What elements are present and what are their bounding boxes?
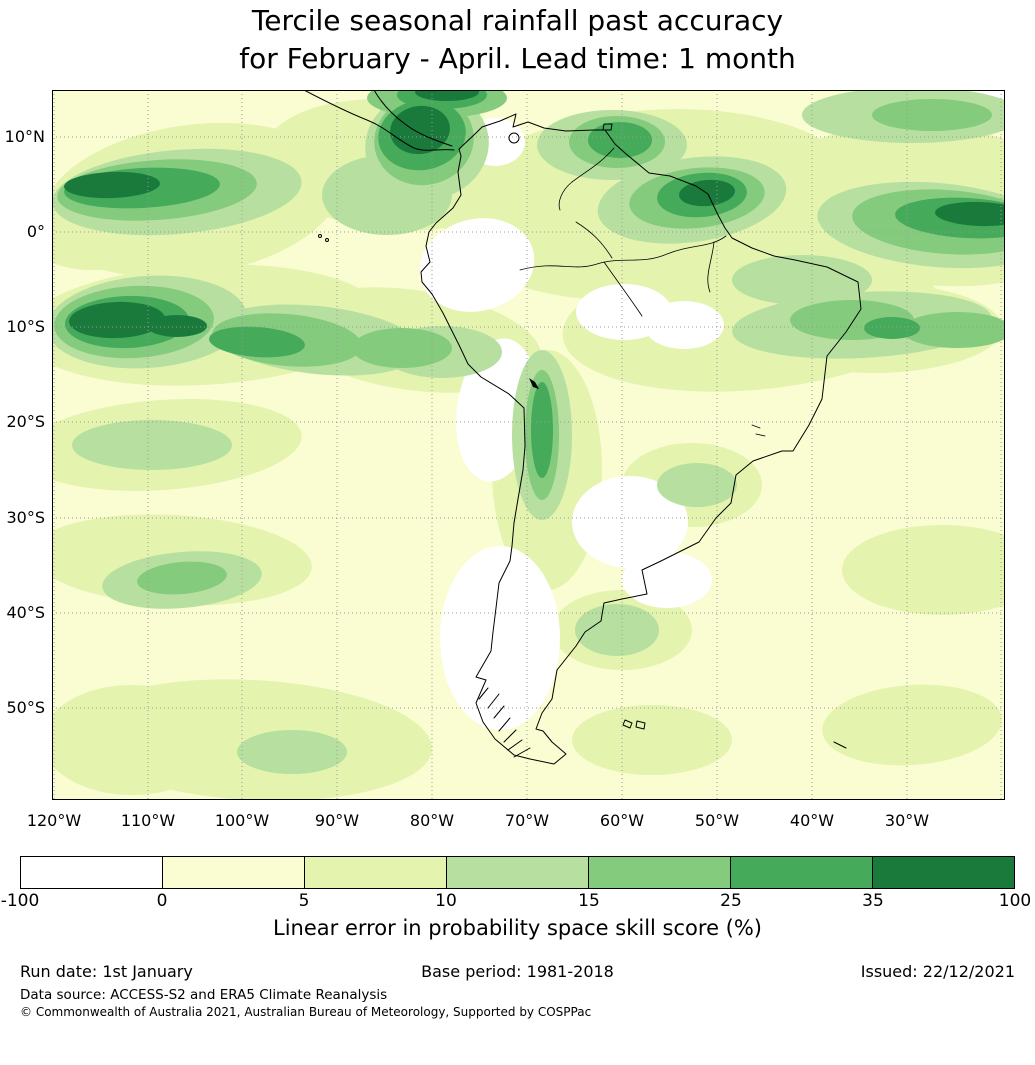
x-tick-label: 80°W: [409, 811, 455, 830]
x-tick-label: 90°W: [314, 811, 360, 830]
y-tick-label: 10°N: [4, 127, 45, 146]
base-period-text: Base period: 1981-2018: [421, 962, 614, 981]
y-tick-label: 50°S: [6, 698, 45, 717]
chart-title-line1: Tercile seasonal rainfall past accuracy: [251, 4, 784, 37]
south-america-skill-map: [52, 90, 1005, 800]
colorbar-tick-label: 100: [998, 891, 1032, 911]
river-lines: [519, 147, 727, 317]
map-frame-border: [52, 90, 1005, 800]
x-tick-label: 110°W: [120, 811, 176, 830]
colorbar: [20, 856, 1015, 889]
x-tick-label: 100°W: [214, 811, 270, 830]
colorbar-segment: [589, 857, 731, 888]
colorbar-segment: [873, 857, 1014, 888]
colorbar-tick-label: 35: [862, 891, 884, 911]
colorbar-segment: [305, 857, 447, 888]
colorbar-segment: [447, 857, 589, 888]
footer-info-row: Run date: 1st January Base period: 1981-…: [20, 962, 1015, 984]
coastline: [303, 90, 862, 765]
copyright-text: © Commonwealth of Australia 2021, Austra…: [20, 1005, 592, 1019]
x-tick-label: 120°W: [26, 811, 82, 830]
y-tick-label: 40°S: [6, 603, 45, 622]
colorbar-segment: [731, 857, 873, 888]
x-tick-label: 40°W: [789, 811, 835, 830]
x-tick-label: 30°W: [884, 811, 930, 830]
chart-title: Tercile seasonal rainfall past accuracy …: [0, 2, 1035, 78]
y-tick-label: 0°: [26, 222, 45, 241]
y-tick-label: 10°S: [6, 317, 45, 336]
data-source-text: Data source: ACCESS-S2 and ERA5 Climate …: [20, 987, 388, 1003]
colorbar-tick-label: 0: [156, 891, 168, 911]
x-tick-label: 50°W: [694, 811, 740, 830]
colorbar-tick-label: 15: [578, 891, 600, 911]
map-plot-area: [52, 90, 1005, 800]
colorbar-axis-label: Linear error in probability space skill …: [273, 916, 762, 940]
colorbar-tick-label: 25: [720, 891, 742, 911]
colorbar-tick-label: 5: [298, 891, 310, 911]
y-tick-label: 30°S: [6, 508, 45, 527]
colorbar-segment: [21, 857, 163, 888]
graticule-gridlines: [52, 90, 1005, 800]
contour-fill-layer: [52, 90, 1005, 800]
colorbar-tick-label: 10: [435, 891, 457, 911]
run-date-text: Run date: 1st January: [20, 962, 193, 981]
x-tick-label: 60°W: [599, 811, 645, 830]
colorbar-tick-label: -100: [0, 891, 40, 911]
colorbar-segment: [163, 857, 305, 888]
chart-title-line2: for February - April. Lead time: 1 month: [239, 42, 796, 75]
issued-date-text: Issued: 22/12/2021: [860, 962, 1015, 981]
y-tick-label: 20°S: [6, 412, 45, 431]
x-tick-label: 70°W: [504, 811, 550, 830]
